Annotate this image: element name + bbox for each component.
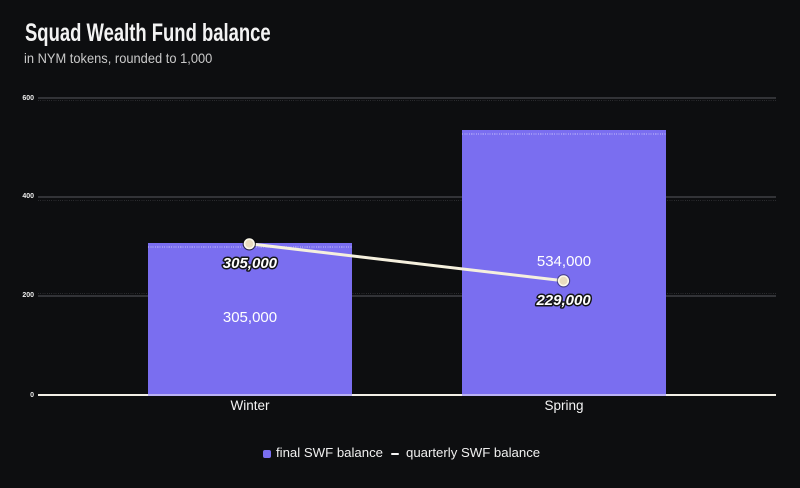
svg-text:305,000: 305,000 [223,255,278,272]
svg-text:229,000: 229,000 [535,292,591,309]
